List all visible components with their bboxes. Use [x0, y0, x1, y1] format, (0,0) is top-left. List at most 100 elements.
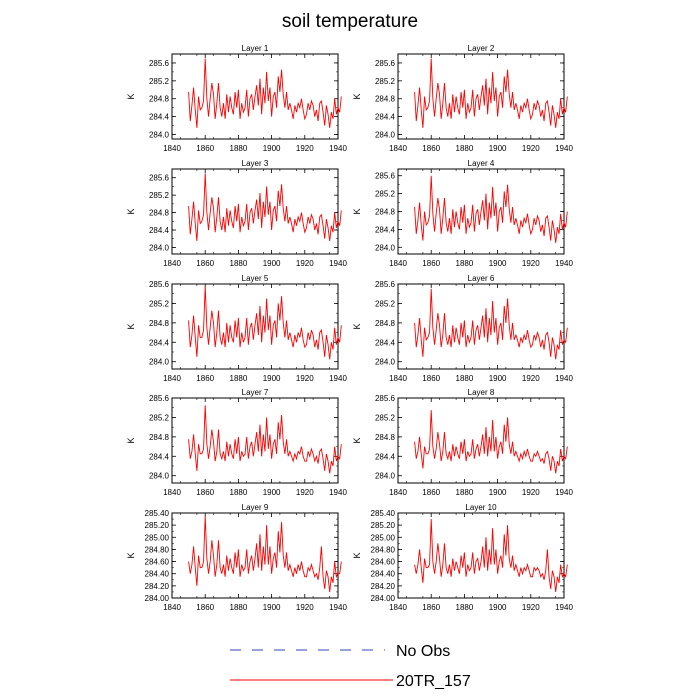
panel-title: Layer 8 [468, 388, 495, 397]
panel-layer-7: Layer 7 K 1840 1860 1880 1900 1920 1940 284.0 284… [126, 388, 347, 497]
plot-frame [397, 512, 565, 599]
y-axis-label: K [352, 437, 362, 443]
y-tick-label: 285.2 [375, 77, 396, 86]
panel-layer-3: Layer 3 K 1840 1860 1880 1900 1920 1940 284.0 284… [126, 159, 347, 268]
y-tick-label: 284.20 [145, 582, 170, 591]
y-tick-label: 285.6 [149, 394, 170, 403]
series-line-20tr-157 [188, 405, 342, 474]
y-tick-label: 284.0 [375, 358, 396, 367]
x-tick-label: 1920 [522, 488, 540, 497]
x-tick-label: 1940 [329, 374, 347, 383]
x-tick-label: 1900 [263, 603, 281, 612]
x-tick-label: 1940 [329, 259, 347, 268]
x-tick-label: 1840 [389, 259, 407, 268]
panel-title: Layer 7 [242, 388, 269, 397]
plot-frame [397, 53, 565, 140]
x-tick-label: 1840 [389, 144, 407, 153]
panel-title: Layer 1 [242, 44, 269, 53]
x-tick-label: 1880 [456, 603, 474, 612]
y-tick-label: 285.40 [145, 509, 170, 518]
x-tick-label: 1860 [196, 259, 214, 268]
y-tick-label: 285.6 [375, 172, 396, 181]
y-tick-label: 284.60 [145, 558, 170, 567]
x-tick-label: 1900 [489, 603, 507, 612]
y-tick-label: 284.0 [149, 243, 170, 252]
y-axis-label: K [352, 93, 362, 99]
series-line-20tr-157 [414, 410, 568, 474]
y-tick-label: 284.4 [149, 226, 170, 235]
panel-layer-8: Layer 8 K 1840 1860 1880 1900 1920 1940 284.0 284… [352, 388, 573, 497]
x-tick-label: 1940 [329, 144, 347, 153]
y-tick-label: 285.2 [375, 190, 396, 199]
panel-layer-2: Layer 2 K 1840 1860 1880 1900 1920 1940 284.0 284… [352, 44, 573, 153]
y-tick-label: 285.6 [149, 59, 170, 68]
y-axis-label: K [352, 552, 362, 558]
y-axis-label: K [352, 208, 362, 214]
panel-layer-10: Layer 10 K 1840 1860 1880 1900 1920 1940 284.00 2… [352, 503, 573, 612]
y-tick-label: 284.4 [375, 113, 396, 122]
y-tick-label: 284.8 [149, 433, 170, 442]
y-tick-label: 284.8 [375, 95, 396, 104]
x-tick-label: 1900 [263, 144, 281, 153]
legend-20tr-label: 20TR_157 [396, 673, 471, 690]
y-tick-label: 284.80 [371, 545, 396, 554]
x-tick-label: 1920 [296, 259, 314, 268]
y-axis-label: K [126, 323, 136, 329]
y-tick-label: 284.80 [145, 545, 170, 554]
y-tick-label: 284.0 [149, 358, 170, 367]
x-tick-label: 1840 [163, 488, 181, 497]
panel-layer-6: Layer 6 K 1840 1860 1880 1900 1920 1940 284.0 284… [352, 274, 573, 383]
legend: No Obs 20TR_157 [230, 643, 471, 690]
y-tick-label: 284.8 [375, 433, 396, 442]
x-tick-label: 1880 [456, 374, 474, 383]
y-tick-label: 284.0 [149, 472, 170, 481]
y-tick-label: 285.6 [375, 59, 396, 68]
x-tick-label: 1940 [555, 603, 573, 612]
y-tick-label: 284.00 [371, 594, 396, 603]
y-axis-label: K [352, 323, 362, 329]
x-tick-label: 1900 [263, 488, 281, 497]
panel-title: Layer 9 [242, 503, 269, 512]
plot-frame [171, 397, 339, 484]
plot-frame [171, 283, 339, 370]
figure-title: soil temperature [282, 11, 418, 32]
panel-title: Layer 2 [468, 44, 495, 53]
y-axis-label: K [126, 208, 136, 214]
x-tick-label: 1920 [522, 374, 540, 383]
y-tick-label: 284.4 [375, 338, 396, 347]
x-tick-label: 1840 [163, 603, 181, 612]
x-tick-label: 1840 [389, 488, 407, 497]
panel-title: Layer 6 [468, 274, 495, 283]
y-tick-label: 284.8 [149, 95, 170, 104]
plot-frame [397, 397, 565, 484]
y-tick-label: 285.20 [371, 521, 396, 530]
x-tick-label: 1840 [389, 374, 407, 383]
y-tick-label: 284.4 [375, 452, 396, 461]
y-tick-label: 284.0 [149, 131, 170, 140]
x-tick-label: 1940 [329, 488, 347, 497]
y-tick-label: 285.00 [145, 533, 170, 542]
plot-frame [171, 53, 339, 140]
legend-no-obs-label: No Obs [396, 643, 450, 660]
x-tick-label: 1900 [263, 374, 281, 383]
x-tick-label: 1900 [489, 374, 507, 383]
x-tick-label: 1840 [163, 144, 181, 153]
y-tick-label: 285.2 [149, 191, 170, 200]
y-axis-label: K [126, 552, 136, 558]
y-tick-label: 285.2 [149, 77, 170, 86]
panel-layer-4: Layer 4 K 1840 1860 1880 1900 1920 1940 284.0 284… [352, 159, 573, 268]
plot-frame [171, 168, 339, 255]
x-tick-label: 1880 [230, 374, 248, 383]
plot-frame [397, 283, 565, 370]
x-tick-label: 1920 [522, 259, 540, 268]
panels-grid: Layer 1 K 1840 1860 1880 1900 1920 1940 284.0 284… [126, 44, 573, 612]
series-line-20tr-157 [414, 58, 568, 128]
y-tick-label: 285.00 [371, 533, 396, 542]
y-tick-label: 284.20 [371, 582, 396, 591]
y-tick-label: 284.8 [375, 319, 396, 328]
x-tick-label: 1860 [422, 144, 440, 153]
y-axis-label: K [126, 437, 136, 443]
panel-layer-1: Layer 1 K 1840 1860 1880 1900 1920 1940 284.0 284… [126, 44, 347, 153]
y-tick-label: 284.60 [371, 558, 396, 567]
